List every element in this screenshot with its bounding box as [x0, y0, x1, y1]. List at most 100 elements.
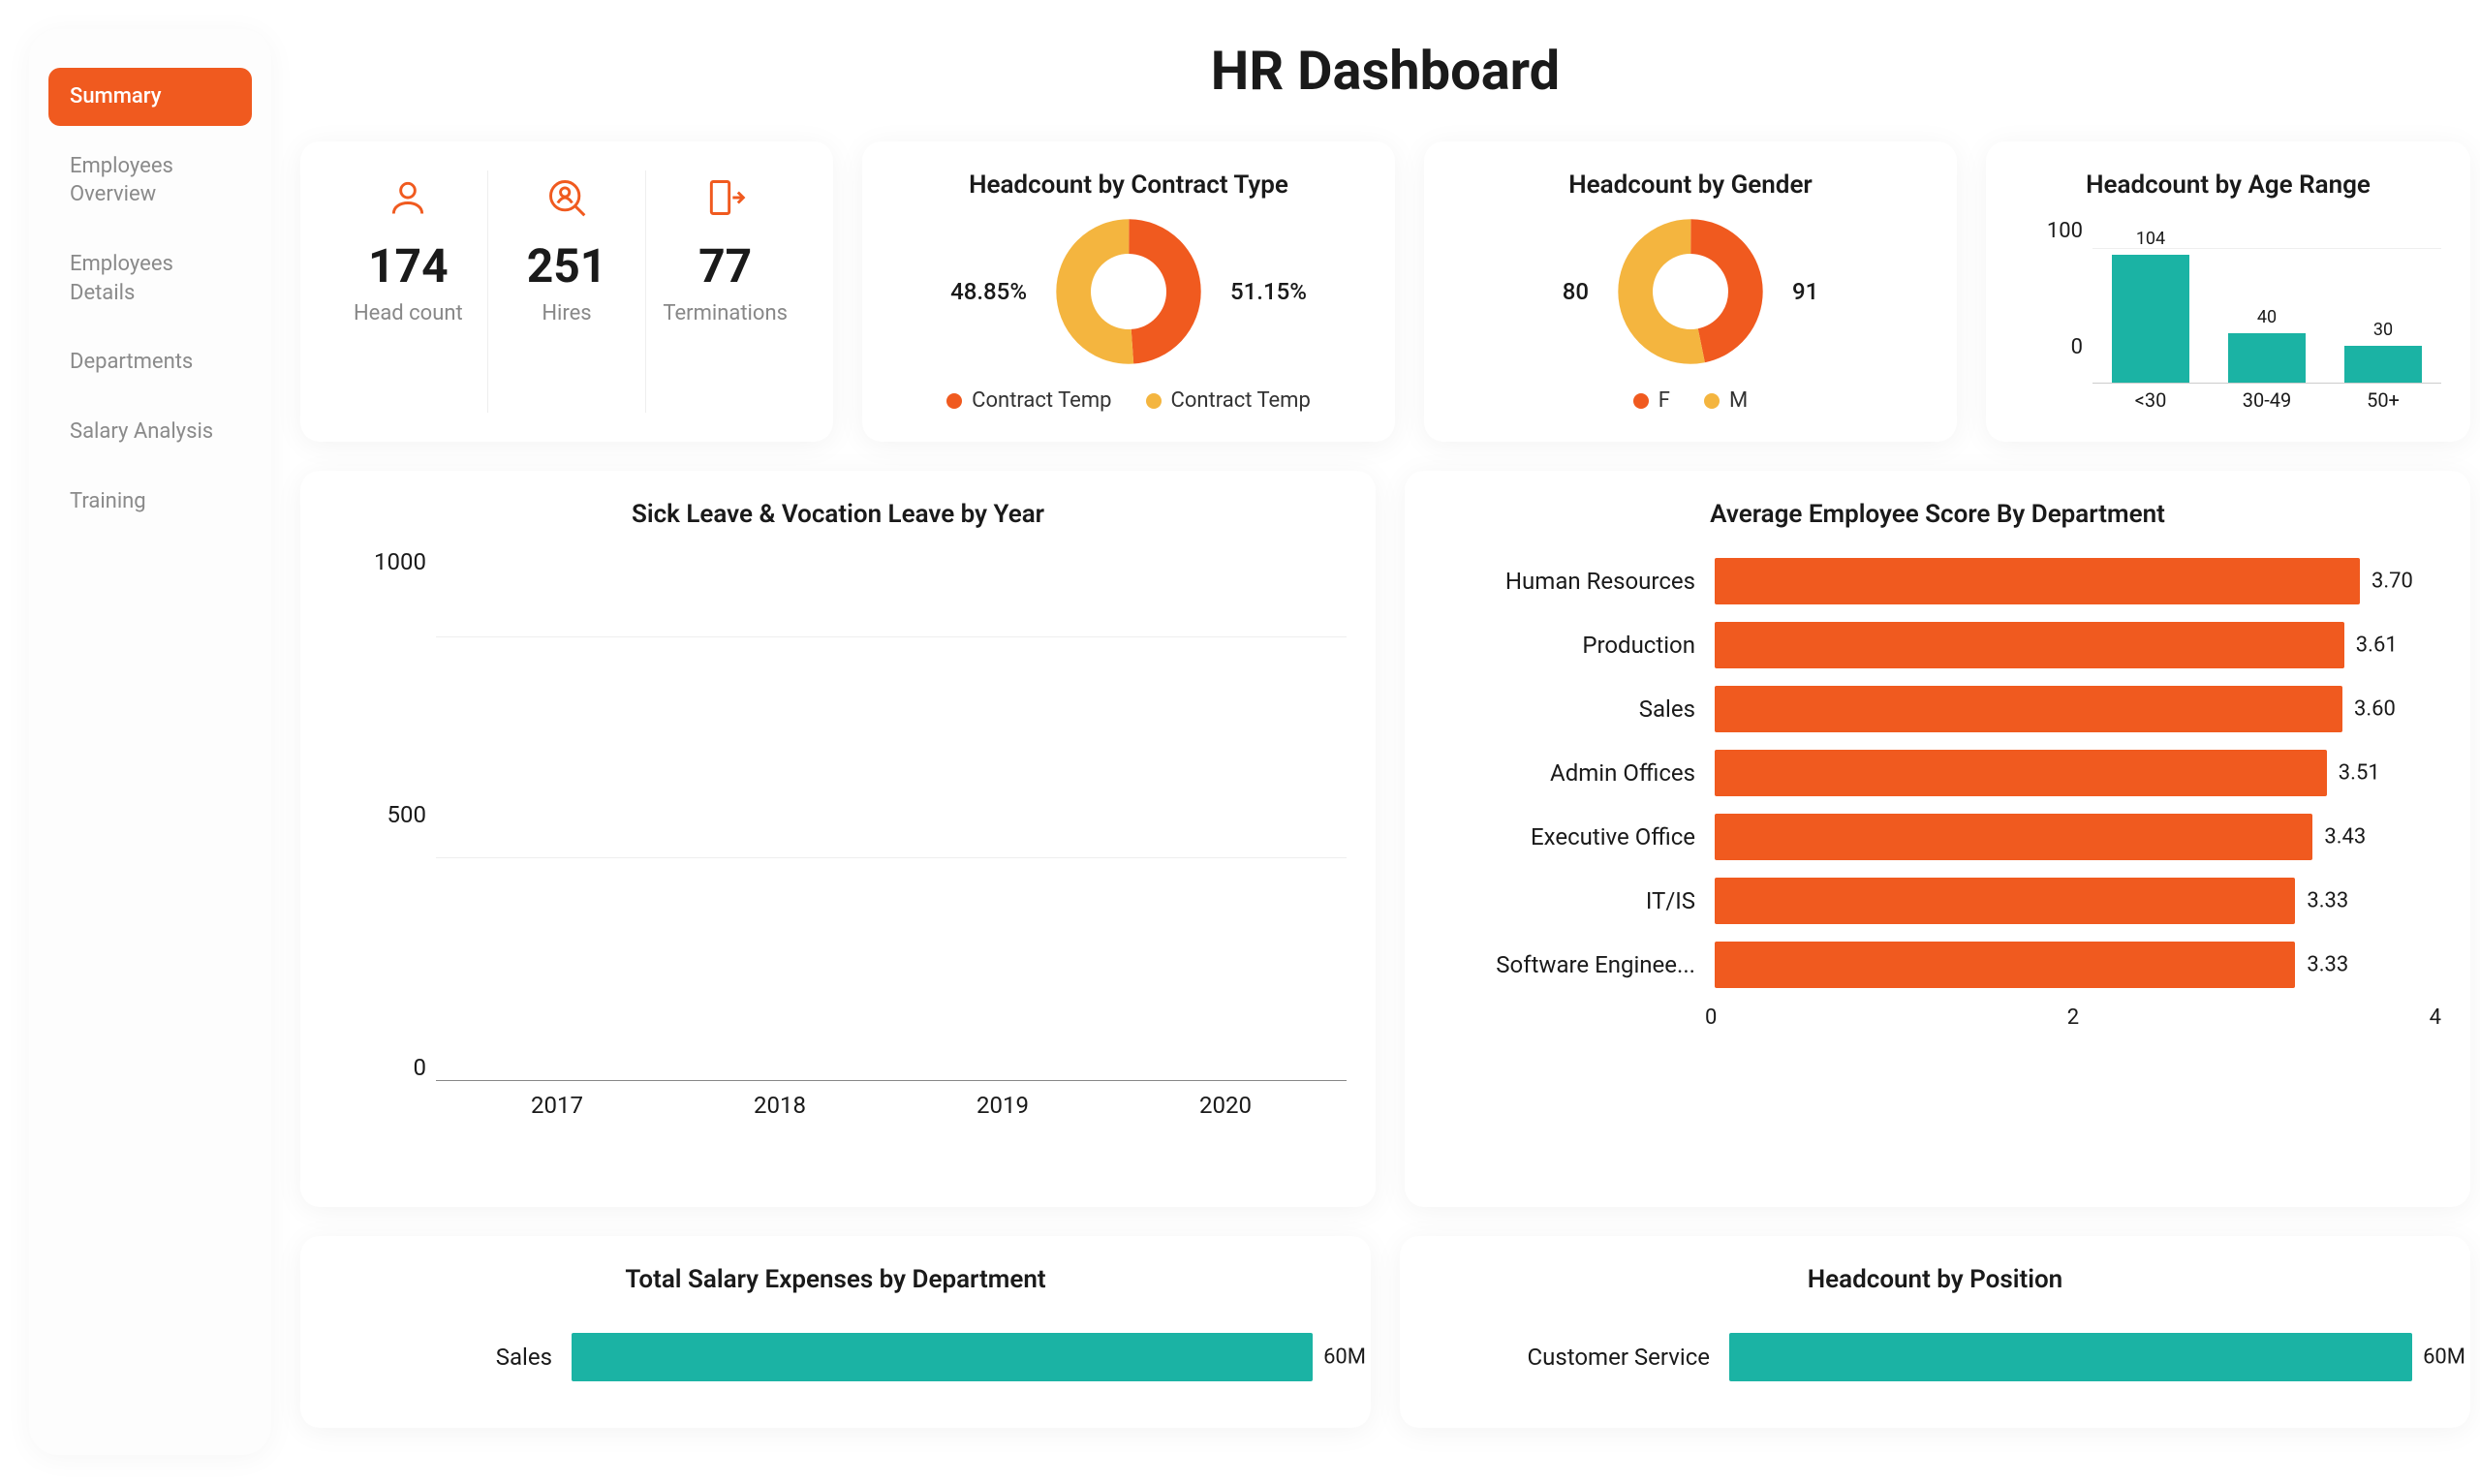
hbar-track: 3.33	[1715, 942, 2412, 988]
hbar-label: Sales	[358, 1344, 572, 1371]
kpi-value: 174	[368, 238, 449, 294]
gender-card-title: Headcount by Gender	[1453, 170, 1928, 200]
kpi-card: 174 Head count 251 Hires 77 Terminations	[300, 141, 833, 442]
hbar-fill	[1715, 558, 2360, 604]
hbar-track: 3.61	[1715, 622, 2412, 668]
hbar-track: 3.70	[1715, 558, 2412, 604]
hbar-label: Customer Service	[1458, 1344, 1729, 1371]
kpi-terminations: 77 Terminations	[646, 170, 804, 413]
hbar-label: Sales	[1463, 696, 1715, 723]
person-icon	[382, 170, 435, 224]
contract-right-pct: 51.15%	[1230, 278, 1307, 305]
leave-category: 2018	[754, 1092, 806, 1119]
kpi-value: 251	[527, 238, 607, 294]
hbar-label: Executive Office	[1463, 823, 1715, 850]
page-title: HR Dashboard	[300, 39, 2470, 103]
age-ytick: 100	[2047, 219, 2083, 243]
hbar-fill	[572, 1333, 1313, 1381]
hbar-label: IT/IS	[1463, 887, 1715, 914]
contract-donut-wrap: 48.85% 51.15%	[891, 219, 1366, 364]
age-bar	[2228, 333, 2306, 383]
hbar-label: Production	[1463, 632, 1715, 659]
sidebar-item-departments[interactable]: Departments	[48, 333, 252, 391]
hbar-fill	[1715, 814, 2312, 860]
hbar-track: 60M	[572, 1333, 1313, 1381]
score-card-title: Average Employee Score By Department	[1434, 500, 2441, 529]
hbar-value: 3.43	[2312, 825, 2366, 850]
hbar-row: Production 3.61	[1463, 622, 2412, 668]
gender-donut-chart	[1618, 219, 1763, 364]
position-card-title: Headcount by Position	[1429, 1265, 2441, 1294]
hbar-fill	[1715, 622, 2344, 668]
legend-item: M	[1704, 388, 1748, 413]
legend-label: Contract Temp	[972, 388, 1111, 413]
age-bar-value: 40	[2257, 307, 2277, 327]
age-yaxis: 100 0	[2015, 219, 2083, 359]
hbar-fill	[1715, 942, 2295, 988]
sidebar-item-employees-overview[interactable]: Employees Overview	[48, 138, 252, 224]
leave-card: Sick Leave & Vocation Leave by Year 1000…	[300, 471, 1376, 1207]
score-xaxis: 0 2 4	[1434, 1005, 2441, 1030]
legend-item: Contract Temp	[946, 388, 1111, 413]
hbar-value: 3.33	[2295, 889, 2348, 913]
hbar-fill	[1715, 686, 2342, 732]
leave-category: 2017	[531, 1092, 583, 1119]
age-bar	[2112, 255, 2189, 383]
leave-ytick: 0	[414, 1054, 427, 1081]
age-chart: 100 0 104 <30 40 30-49 30 50+	[2015, 219, 2441, 384]
sidebar-item-summary[interactable]: Summary	[48, 68, 252, 126]
gender-donut-wrap: 80 91	[1453, 219, 1928, 364]
hbar-fill	[1715, 750, 2327, 796]
contract-type-card: Headcount by Contract Type 48.85% 51.15%…	[862, 141, 1395, 442]
leave-gridline	[436, 857, 1347, 858]
score-xtick: 2	[1950, 1005, 2195, 1030]
salary-card: Total Salary Expenses by Department Sale…	[300, 1236, 1371, 1428]
score-xtick: 4	[2196, 1005, 2441, 1030]
legend-item: F	[1633, 388, 1670, 413]
contract-legend: Contract Temp Contract Temp	[891, 388, 1366, 413]
hbar-fill	[1729, 1333, 2412, 1381]
hbar-track: 3.33	[1715, 878, 2412, 924]
hbar-value: 60M	[2423, 1345, 2465, 1370]
age-bar-wrap: 40 30-49	[2228, 333, 2306, 383]
leave-chart: 1000 500 0 2017201820192020	[329, 548, 1347, 1129]
age-card-title: Headcount by Age Range	[2015, 170, 2441, 200]
leave-card-title: Sick Leave & Vocation Leave by Year	[329, 500, 1347, 529]
hbar-value: 3.70	[2360, 570, 2413, 594]
age-bar-category: <30	[2135, 388, 2167, 412]
leave-gridline	[436, 636, 1347, 637]
gender-left-val: 80	[1563, 278, 1589, 305]
row-bottom: Total Salary Expenses by Department Sale…	[300, 1236, 2470, 1428]
salary-card-title: Total Salary Expenses by Department	[329, 1265, 1342, 1294]
salary-hbar-wrap: Sales 60M	[329, 1323, 1342, 1381]
contract-card-title: Headcount by Contract Type	[891, 170, 1366, 200]
legend-dot	[1704, 393, 1720, 409]
sidebar-item-salary-analysis[interactable]: Salary Analysis	[48, 403, 252, 461]
hbar-track: 3.60	[1715, 686, 2412, 732]
age-bar-wrap: 30 50+	[2344, 346, 2422, 383]
hbar-value: 3.61	[2344, 634, 2398, 658]
legend-dot	[1146, 393, 1162, 409]
exit-door-icon	[698, 170, 752, 224]
row-top: 174 Head count 251 Hires 77 Terminations…	[300, 141, 2470, 442]
row-middle: Sick Leave & Vocation Leave by Year 1000…	[300, 471, 2470, 1207]
main-content: HR Dashboard 174 Head count 251 Hires 77…	[300, 29, 2470, 1455]
age-bar-category: 50+	[2367, 388, 2400, 412]
hbar-fill	[1715, 878, 2295, 924]
hbar-label: Human Resources	[1463, 568, 1715, 595]
sidebar-item-employees-details[interactable]: Employees Details	[48, 235, 252, 322]
kpi-hires: 251 Hires	[488, 170, 647, 413]
kpi-label: Head count	[354, 301, 463, 325]
hbar-label: Admin Offices	[1463, 759, 1715, 787]
kpi-value: 77	[698, 238, 752, 294]
kpi-label: Hires	[542, 301, 591, 325]
position-card: Headcount by Position Customer Service 6…	[1400, 1236, 2470, 1428]
age-bar-category: 30-49	[2243, 388, 2292, 412]
legend-label: Contract Temp	[1171, 388, 1311, 413]
gender-card: Headcount by Gender 80 91 F M	[1424, 141, 1957, 442]
score-card: Average Employee Score By Department Hum…	[1405, 471, 2470, 1207]
sidebar-item-training[interactable]: Training	[48, 473, 252, 531]
sidebar: Summary Employees Overview Employees Detai…	[29, 29, 271, 1455]
legend-dot	[1633, 393, 1649, 409]
hbar-row: Sales 3.60	[1463, 686, 2412, 732]
